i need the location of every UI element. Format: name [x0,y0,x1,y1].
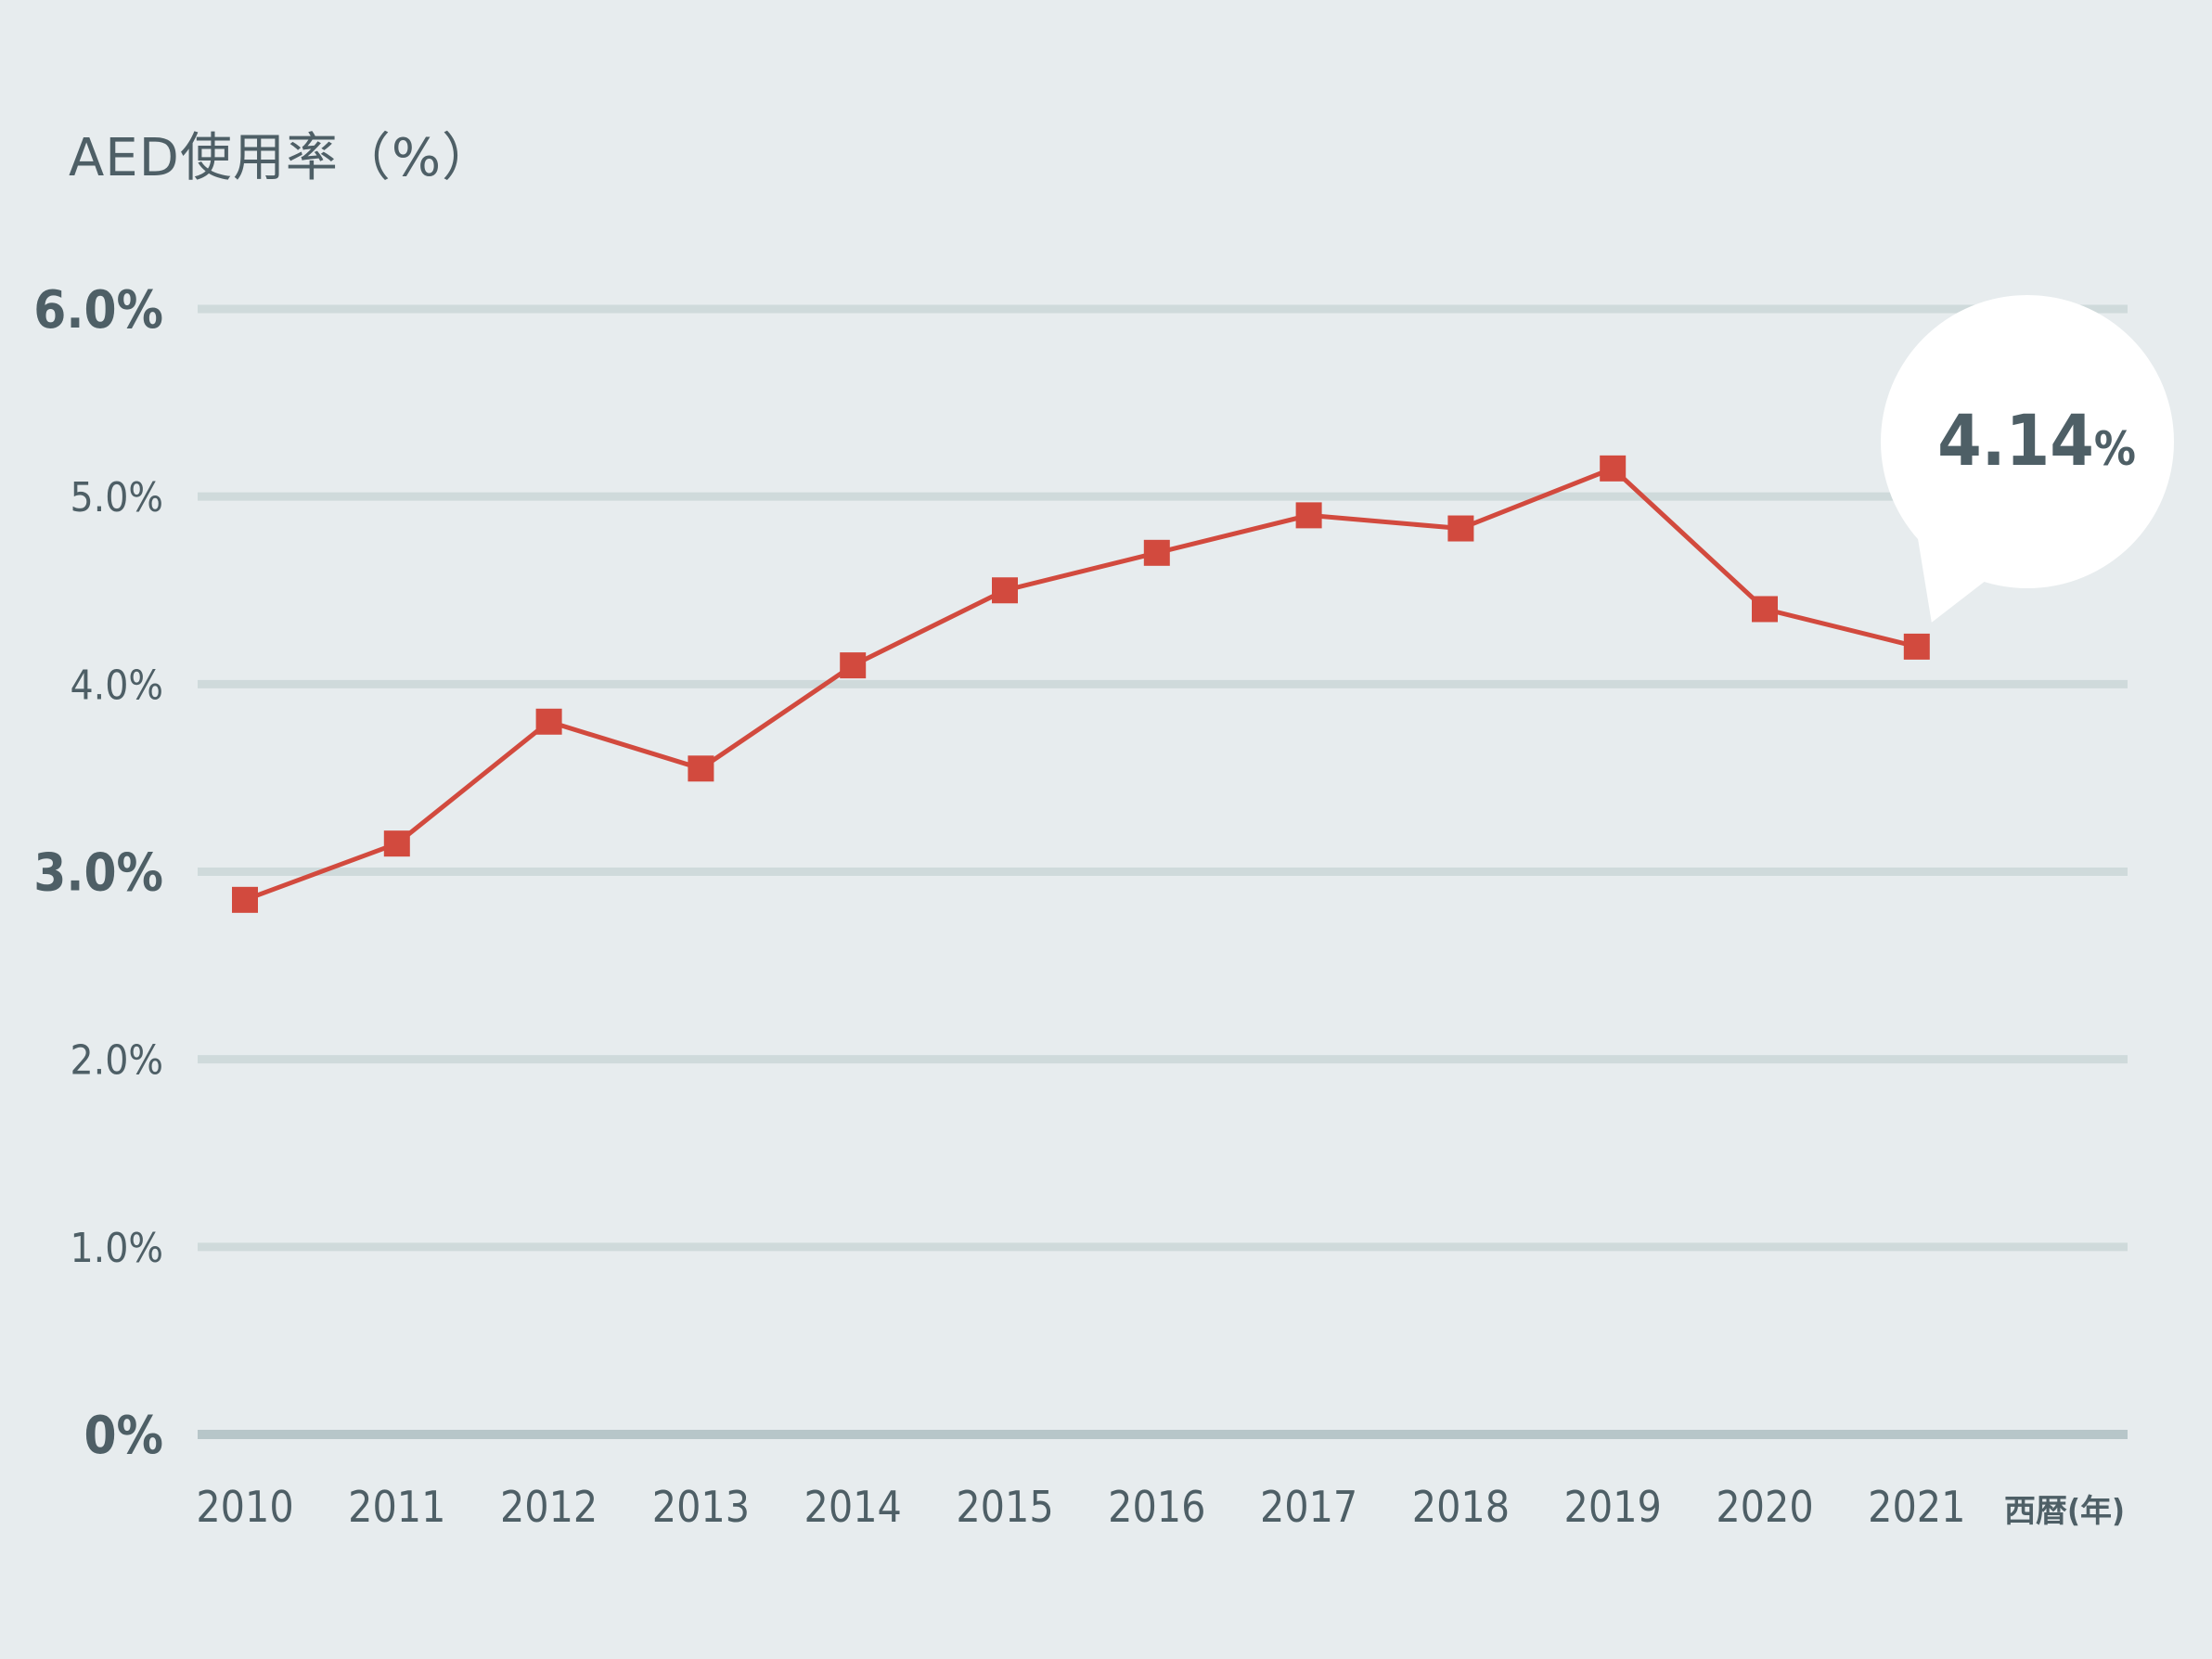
data-point-marker [1903,633,1930,660]
data-point-marker [1295,502,1322,529]
data-point-marker [1600,455,1627,482]
y-tick-label: 2.0% [70,1037,163,1085]
x-tick-label: 2016 [1108,1482,1205,1532]
chart-title: AED使用率（%） [69,128,495,188]
data-point-marker [992,577,1018,604]
y-tick-label: 6.0% [33,280,163,341]
data-point-marker [383,830,410,857]
callout-value: 4.14 [1937,399,2094,482]
y-tick-label: 4.0% [70,662,163,709]
x-tick-label: 2013 [652,1482,750,1532]
callout-value-label: 4.14% [1937,399,2136,482]
x-tick-label: 2018 [1412,1482,1510,1532]
y-tick-label: 5.0% [70,474,163,521]
callout-bubble [1881,295,2174,588]
y-tick-label: 3.0% [33,843,163,904]
callout-pointer [1914,516,1990,623]
callout-unit: % [2094,422,2136,476]
x-tick-label: 2010 [196,1482,293,1532]
data-point-marker [1447,515,1474,542]
y-tick-label: 1.0% [70,1225,163,1272]
x-tick-label: 2012 [500,1482,598,1532]
x-tick-label: 2015 [956,1482,1053,1532]
series-line [244,466,1918,903]
data-point-marker [232,886,258,913]
data-point-marker [688,755,714,782]
x-tick-label: 2011 [348,1482,445,1532]
x-tick-label: 2020 [1716,1482,1813,1532]
x-tick-label: 2017 [1260,1482,1357,1532]
x-axis-label: 西暦(年) [2004,1493,2125,1530]
x-tick-label: 2021 [1868,1482,1965,1532]
data-point-marker [1752,596,1778,623]
data-point-marker [1143,539,1170,566]
x-tick-label: 2014 [804,1482,902,1532]
data-point-marker [840,652,867,679]
x-tick-label: 2019 [1564,1482,1662,1532]
y-tick-label: 0% [84,1406,163,1466]
data-point-marker [535,708,562,735]
